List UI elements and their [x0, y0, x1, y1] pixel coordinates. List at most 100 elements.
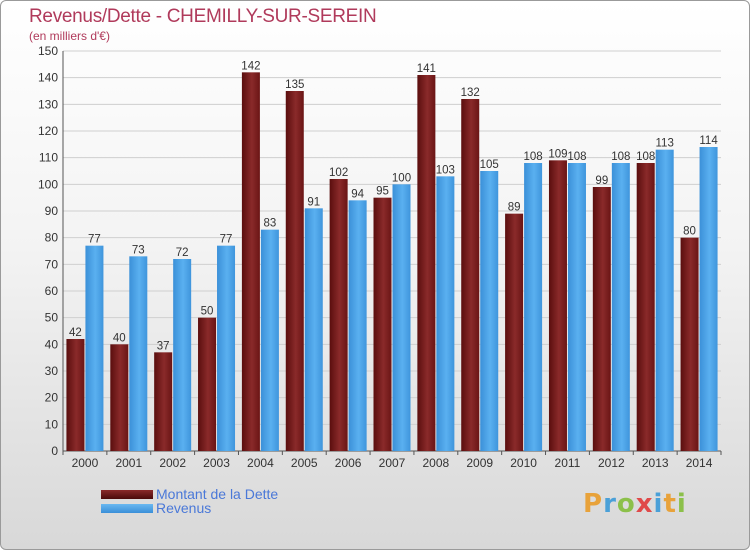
revenue-bar [348, 200, 367, 451]
revenue-value-label: 108 [567, 151, 586, 163]
debt-value-label: 142 [241, 60, 260, 72]
debt-value-label: 109 [548, 148, 567, 160]
revenue-value-label: 77 [88, 234, 101, 246]
y-tick-label: 70 [45, 257, 59, 271]
debt-value-label: 40 [113, 332, 126, 344]
debt-bar [461, 99, 480, 451]
revenue-bar [699, 147, 718, 451]
debt-value-label: 42 [69, 327, 82, 339]
revenue-bar [611, 163, 630, 451]
y-tick-label: 20 [45, 391, 59, 405]
x-tick-label: 2000 [72, 456, 99, 470]
debt-value-label: 80 [683, 226, 696, 238]
logo-letter: i [676, 489, 687, 519]
revenue-value-label: 113 [656, 138, 674, 150]
revenue-value-label: 77 [220, 234, 233, 246]
revenue-bar [655, 149, 674, 451]
debt-bar [592, 187, 611, 451]
revenue-value-label: 108 [611, 151, 630, 163]
legend-label-revenue: Revenus [156, 500, 212, 516]
y-tick-label: 50 [45, 311, 59, 325]
logo-letter: P [583, 489, 604, 519]
debt-value-label: 37 [157, 340, 170, 352]
x-tick-label: 2001 [115, 456, 142, 470]
revenue-value-label: 72 [176, 247, 189, 259]
revenue-value-label: 94 [351, 188, 364, 200]
x-tick-label: 2006 [335, 456, 362, 470]
debt-value-label: 50 [201, 306, 214, 318]
label-layer: 0 10 20 30 40 50 60 70 80 90 100 110 120 130 140 150 200… [38, 44, 718, 470]
debt-bar [548, 160, 567, 452]
legend-swatch-debt [101, 490, 153, 499]
chart-subtitle: (en milliers d'€) [29, 29, 110, 43]
revenue-bar [524, 163, 543, 451]
revenue-bar [85, 245, 104, 451]
revenue-value-label: 91 [307, 196, 320, 208]
debt-value-label: 99 [595, 175, 608, 187]
bar-chart: 0 10 20 30 40 50 60 70 80 90 100 110 120 130 140 150 200… [38, 44, 722, 470]
y-tick-label: 150 [38, 44, 58, 58]
y-tick-label: 30 [45, 364, 59, 378]
y-tick-label: 140 [38, 71, 58, 85]
debt-value-label: 135 [285, 79, 304, 91]
y-tick-label: 130 [38, 97, 58, 111]
logo-letter: o [616, 489, 636, 519]
revenue-value-label: 100 [392, 172, 411, 184]
y-tick-label: 0 [51, 444, 58, 458]
revenue-bar [480, 171, 499, 451]
x-tick-label: 2010 [510, 456, 537, 470]
logo-letter: r [603, 489, 617, 519]
revenue-bar [173, 259, 192, 451]
debt-bar [241, 72, 260, 451]
x-tick-label: 2013 [642, 456, 669, 470]
debt-value-label: 89 [508, 202, 521, 214]
revenue-bar [304, 208, 323, 451]
revenue-value-label: 103 [436, 164, 455, 176]
debt-bar [373, 197, 392, 451]
x-tick-label: 2009 [466, 456, 493, 470]
debt-bar [417, 75, 436, 451]
x-tick-label: 2008 [423, 456, 450, 470]
revenue-value-label: 73 [132, 244, 145, 256]
revenue-bar [436, 176, 455, 452]
revenue-value-label: 105 [480, 159, 499, 171]
x-tick-label: 2004 [247, 456, 274, 470]
revenue-value-label: 108 [524, 151, 543, 163]
y-tick-label: 10 [45, 417, 59, 431]
debt-bar [329, 179, 348, 451]
revenue-bar [567, 163, 586, 451]
debt-bar [110, 344, 129, 451]
revenue-value-label: 114 [699, 135, 718, 147]
y-tick-label: 40 [45, 337, 59, 351]
logo-letter: i [653, 489, 664, 519]
debt-value-label: 95 [376, 186, 389, 198]
x-tick-label: 2014 [686, 456, 713, 470]
revenue-bar [392, 184, 411, 452]
logo-letter: x [635, 489, 654, 519]
grid-layer [62, 50, 722, 455]
debt-bar [66, 339, 85, 451]
x-tick-label: 2011 [555, 456, 581, 470]
debt-value-label: 102 [329, 167, 348, 179]
revenue-bar [217, 245, 236, 451]
y-tick-label: 90 [45, 204, 59, 218]
debt-value-label: 141 [417, 63, 436, 75]
y-tick-label: 110 [39, 151, 58, 165]
debt-bar [505, 213, 524, 451]
revenue-bar [129, 256, 148, 451]
debt-bar [198, 317, 217, 451]
legend-label-debt: Montant de la Dette [156, 486, 279, 502]
debt-value-label: 132 [461, 87, 480, 99]
proxiti-logo: Proxiti [583, 489, 687, 519]
x-tick-label: 2003 [203, 456, 230, 470]
revenue-bar [260, 229, 279, 451]
debt-bar [636, 163, 655, 451]
logo-letter: t [663, 489, 677, 519]
x-tick-label: 2007 [379, 456, 406, 470]
x-tick-label: 2005 [291, 456, 318, 470]
x-tick-label: 2012 [598, 456, 625, 470]
bar-layer [66, 72, 718, 452]
y-tick-label: 80 [45, 231, 59, 245]
chart-title: Revenus/Dette - CHEMILLY-SUR-SEREIN [29, 6, 377, 27]
